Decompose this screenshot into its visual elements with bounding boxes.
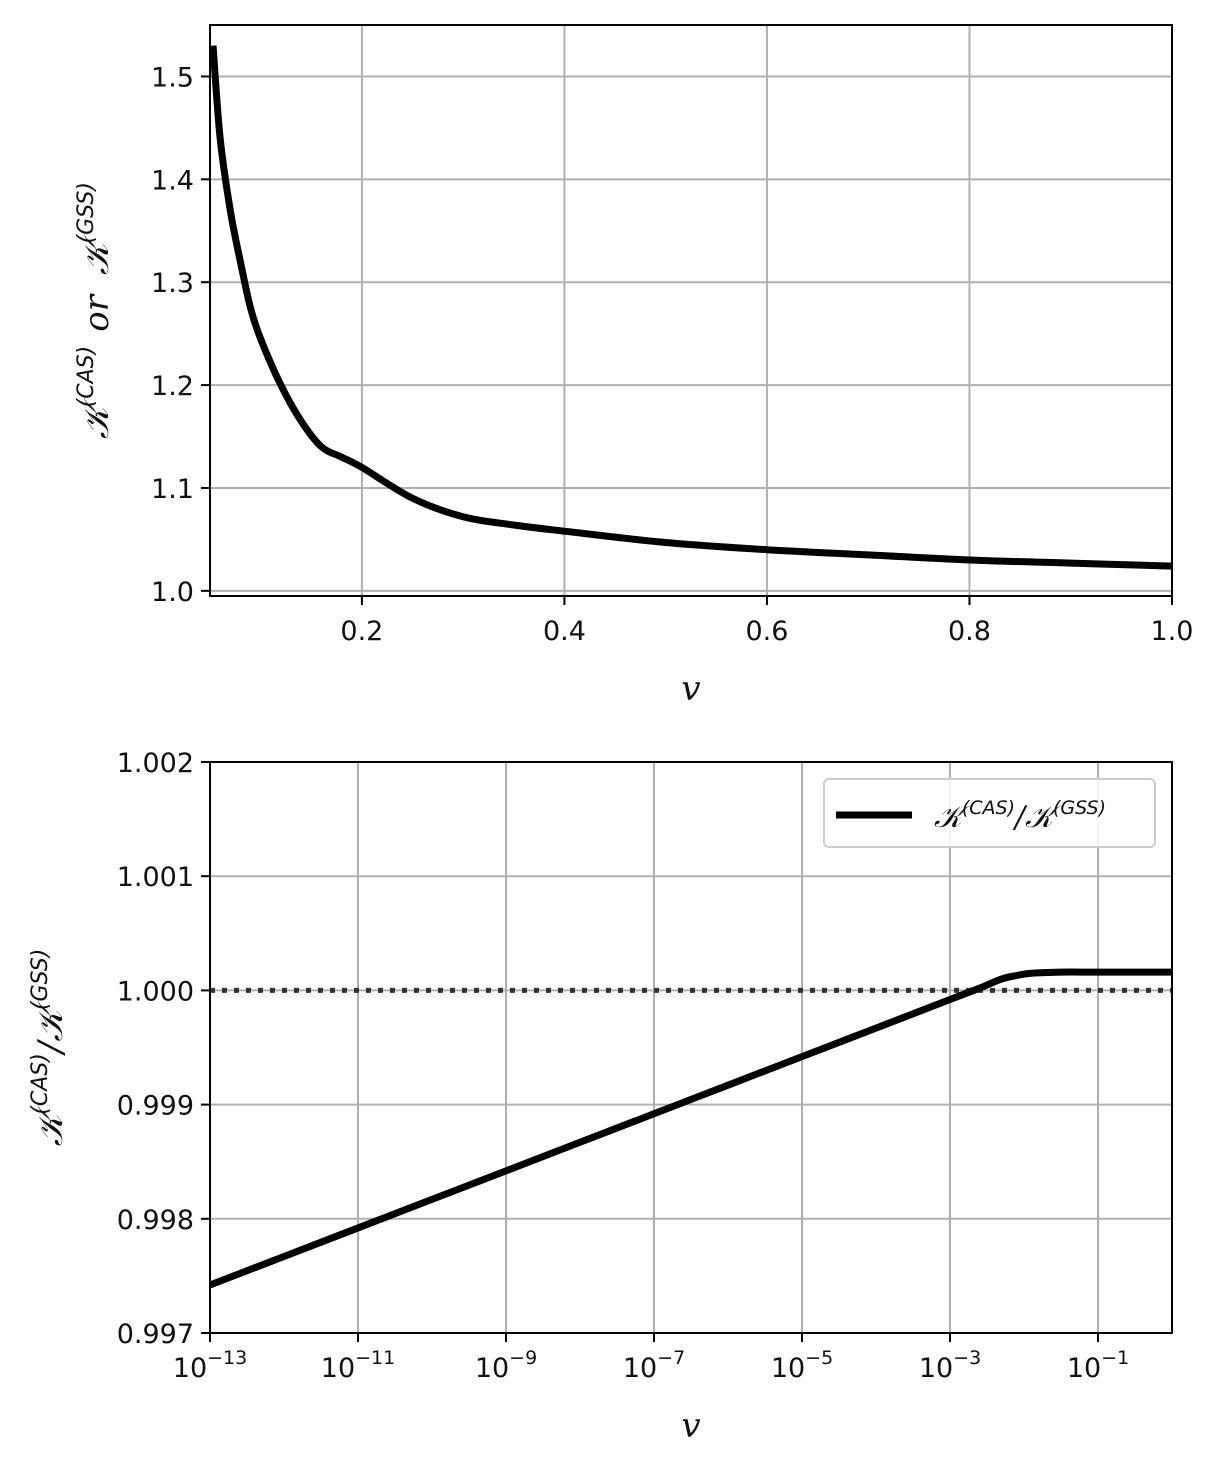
x-tick-base: 10 <box>771 1353 805 1384</box>
top-ylabel-or: or <box>77 293 117 331</box>
bottom-x-tick-label: 10−11 <box>321 1347 395 1384</box>
top-ylabel-sup2: (GSS) <box>74 182 99 243</box>
bottom-y-tick-label: 1.001 <box>117 862 194 893</box>
x-tick-exponent: −13 <box>207 1347 247 1369</box>
bottom-y-tick-label: 0.998 <box>117 1205 194 1236</box>
x-tick-base: 10 <box>321 1353 355 1384</box>
x-tick-base: 10 <box>919 1353 953 1384</box>
x-tick-base: 10 <box>475 1353 509 1384</box>
top-x-tick-label: 0.6 <box>745 616 788 647</box>
bottom-x-tick-label: 10−9 <box>475 1347 537 1384</box>
bottom-y-axis-label: 𝒦(CAS)/𝒦(GSS) <box>28 949 71 1147</box>
x-tick-base: 10 <box>623 1353 657 1384</box>
top-ylabel-sup1: (CAS) <box>74 346 99 408</box>
top-y-tick-label: 1.3 <box>151 268 194 299</box>
bottom-x-tick-label: 10−3 <box>919 1347 981 1384</box>
top-y-tick-label: 1.5 <box>151 62 194 93</box>
x-tick-exponent: −3 <box>953 1347 981 1369</box>
bottom-plot-area <box>208 968 1172 1289</box>
legend-slash: / <box>1012 800 1028 835</box>
svg-text:𝒦(CAS)/𝒦(GSS): 𝒦(CAS)/𝒦(GSS) <box>28 949 71 1147</box>
bottom-axes-frame <box>209 761 1173 1334</box>
top-axes-frame <box>209 24 1173 597</box>
bottom-x-tick-label: 10−7 <box>623 1347 685 1384</box>
x-tick-exponent: −9 <box>509 1347 537 1369</box>
top-x-tick-label: 0.4 <box>543 616 586 647</box>
x-tick-exponent: −11 <box>355 1347 395 1369</box>
legend-sup2: (GSS) <box>1053 797 1106 819</box>
bottom-x-tick-label: 10−1 <box>1067 1347 1129 1384</box>
top-x-tick-label: 0.2 <box>340 616 383 647</box>
bottom-ylabel-sup1: (CAS) <box>28 1053 53 1115</box>
x-tick-base: 10 <box>173 1353 207 1384</box>
top-x-axis-label: v <box>681 669 700 709</box>
x-tick-base: 10 <box>1067 1353 1101 1384</box>
bottom-x-axis-label: v <box>681 1406 700 1446</box>
bottom-series-line <box>208 968 1172 1289</box>
bottom-x-tick-label: 10−5 <box>771 1347 833 1384</box>
bottom-ylabel-sup2: (GSS) <box>28 949 53 1010</box>
legend-box <box>823 778 1156 848</box>
x-tick-exponent: −1 <box>1101 1347 1129 1369</box>
top-y-tick-label: 1.1 <box>151 474 194 505</box>
top-x-tick-label: 0.8 <box>948 616 991 647</box>
bottom-y-tick-label: 1.002 <box>117 748 194 779</box>
bottom-x-tick-label: 10−13 <box>173 1347 247 1384</box>
top-y-tick-label: 1.4 <box>151 165 194 196</box>
top-y-tick-label: 1.0 <box>151 577 194 608</box>
top-x-tick-label: 1.0 <box>1151 616 1194 647</box>
legend: 𝒦(CAS)/𝒦(GSS) <box>823 778 1156 848</box>
bottom-chart: 10−13 10−11 10−9 10−7 10−5 10−3 10−10.9970.998… <box>28 748 1173 1446</box>
bottom-y-tick-label: 0.997 <box>117 1319 194 1350</box>
top-y-tick-label: 1.2 <box>151 371 194 402</box>
top-series-line <box>209 45 1173 570</box>
top-plot-area <box>209 45 1173 570</box>
x-tick-exponent: −5 <box>805 1347 833 1369</box>
top-chart: 0.2 0.4 0.6 0.8 1.01.01.11.21.31.41.5 v 𝒦(CA… <box>74 24 1193 709</box>
bottom-y-tick-label: 0.999 <box>117 1091 194 1122</box>
bottom-ticks: 10−13 10−11 10−9 10−7 10−5 10−3 10−10.9970.998… <box>117 748 1129 1384</box>
bottom-ylabel-slash: / <box>31 1038 71 1056</box>
x-tick-exponent: −7 <box>657 1347 685 1369</box>
legend-sup1: (CAS) <box>962 797 1015 819</box>
legend-label: 𝒦(CAS)/𝒦(GSS) <box>934 797 1106 835</box>
top-ticks: 0.2 0.4 0.6 0.8 1.0 1.0 1.1 1.2 1.3 1.4 1.5 <box>151 62 1193 647</box>
bottom-y-tick-label: 1.000 <box>117 976 194 1007</box>
